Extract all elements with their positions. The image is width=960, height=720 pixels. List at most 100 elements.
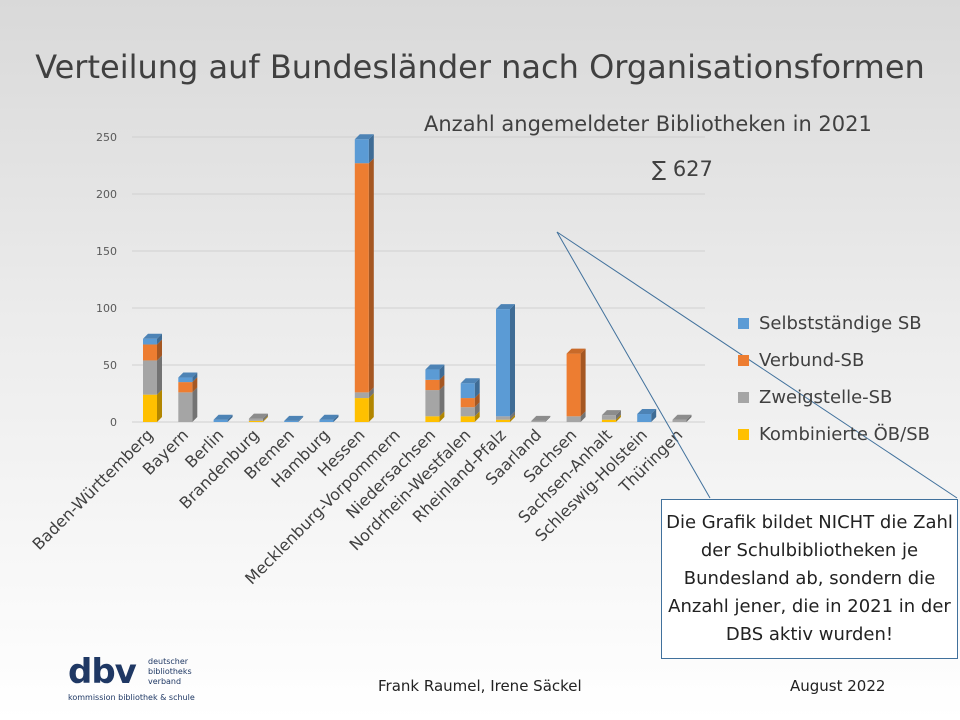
bar-side [545, 415, 551, 422]
legend-label: Selbstständige SB [759, 313, 922, 334]
bar-top [425, 364, 445, 370]
bar-segment [213, 419, 228, 422]
bar-segment [496, 416, 510, 420]
bar-segment [143, 344, 157, 361]
bar-side [157, 333, 162, 345]
bar-side [192, 377, 198, 393]
bar-side [580, 348, 586, 417]
bar-side [368, 134, 374, 164]
bar-segment [178, 382, 193, 393]
bar-side [262, 413, 268, 421]
bar-side [227, 414, 233, 422]
footer-date: August 2022 [790, 677, 886, 695]
bar-segment [425, 379, 440, 391]
bar-side [192, 372, 198, 383]
bar-segment [319, 419, 334, 422]
legend-item: Kombinierte ÖB/SB [738, 416, 930, 453]
chart-subtitle: Anzahl angemeldeter Bibliotheken in 2021 [424, 112, 872, 136]
bar-segment [425, 416, 440, 422]
bar-side [439, 364, 445, 380]
footer-authors: Frank Raumel, Irene Säckel [378, 677, 582, 695]
callout-box: Die Grafik bildet NICHT die Zahl der Sch… [661, 499, 958, 659]
bar-top [143, 333, 162, 339]
y-tick-label: 150 [96, 245, 117, 258]
bar-side [439, 385, 445, 417]
bar-segment [354, 392, 369, 399]
legend-label: Verbund-SB [759, 350, 865, 371]
bar-top [672, 414, 692, 420]
bar-side [368, 158, 374, 393]
logo-mark: dbv [68, 652, 137, 692]
bar-top [566, 348, 586, 354]
slide-title: Verteilung auf Bundesländer nach Organis… [35, 48, 925, 86]
legend-item: Verbund-SB [738, 342, 930, 379]
bar-side [686, 414, 692, 422]
legend-swatch [738, 392, 749, 403]
legend-label: Kombinierte ÖB/SB [759, 424, 930, 445]
bar-segment [601, 415, 616, 420]
bar-segment [143, 360, 157, 395]
bar-side [439, 374, 445, 391]
bar-side [157, 355, 162, 395]
bar-segment [354, 398, 369, 422]
logo-sub: kommission bibliothek & schule [68, 693, 195, 702]
y-tick-label: 0 [110, 416, 117, 429]
bar-side [192, 387, 198, 422]
bar-segment [178, 392, 193, 422]
bar-side [474, 402, 480, 417]
y-tick-label: 50 [103, 359, 117, 372]
bar-segment [496, 309, 510, 417]
bar-side [615, 414, 621, 422]
bar-segment [354, 163, 369, 393]
bar-side [368, 387, 374, 399]
bar-side [439, 411, 445, 422]
bar-top [531, 415, 551, 421]
bar-segment [143, 394, 157, 422]
bar-segment [425, 369, 440, 380]
bar-side [474, 393, 480, 408]
bar-segment [248, 420, 263, 422]
bar-side [157, 389, 162, 422]
bar-top [178, 372, 198, 378]
callout-pointer [556, 231, 711, 499]
y-tick-label: 250 [96, 131, 117, 144]
legend-label: Zweigstelle-SB [759, 387, 893, 408]
bar-side [580, 411, 586, 422]
callout-pointer [556, 231, 958, 499]
legend-swatch [738, 355, 749, 366]
bar-segment [460, 407, 475, 417]
dbv-logo: dbv deutscher bibliotheks verband kommis… [68, 655, 195, 702]
sum-annotation: ∑ 627 [652, 157, 713, 181]
bar-segment [531, 420, 546, 422]
bar-segment [460, 416, 475, 422]
bar-segment [566, 416, 581, 422]
bar-side [510, 411, 515, 420]
bar-top [637, 409, 657, 415]
bar-side [651, 409, 657, 422]
legend-swatch [738, 318, 749, 329]
bar-side [368, 393, 374, 422]
bar-side [474, 411, 480, 422]
bar-top [284, 415, 304, 421]
x-tick-label: Baden-Württemberg [29, 425, 157, 553]
legend: Selbstständige SB Verbund-SB Zweigstelle… [738, 305, 930, 453]
y-tick-label: 200 [96, 188, 117, 201]
y-tick-label: 100 [96, 302, 117, 315]
bar-segment [354, 139, 369, 164]
bar-side [510, 414, 515, 422]
bar-top [319, 414, 339, 420]
bar-side [262, 415, 268, 422]
bar-segment [637, 414, 652, 422]
bar-side [615, 410, 621, 420]
legend-swatch [738, 429, 749, 440]
bar-side [298, 415, 304, 422]
bar-segment [143, 338, 157, 345]
legend-item: Zweigstelle-SB [738, 379, 930, 416]
bar-segment [248, 418, 263, 421]
bar-side [157, 339, 162, 361]
bar-top [460, 378, 480, 384]
bar-segment [460, 398, 475, 408]
bar-segment [178, 377, 193, 383]
logo-name: deutscher bibliotheks verband [148, 657, 192, 686]
